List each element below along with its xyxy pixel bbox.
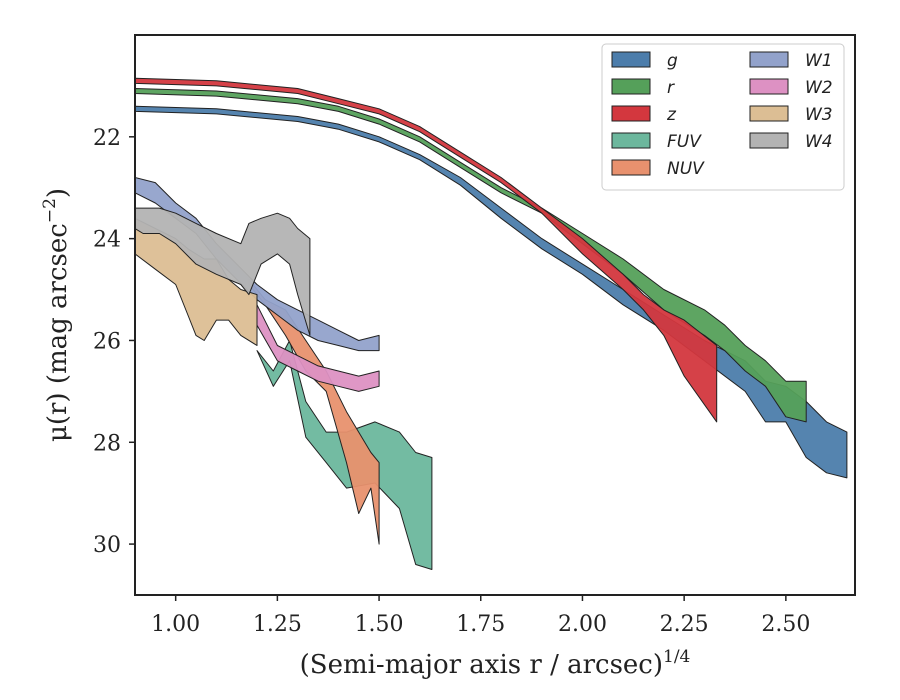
bands-layer [135, 77, 848, 570]
legend-label-w2: W2 [805, 78, 833, 98]
x-tick-label: 1.75 [456, 612, 505, 637]
legend-swatch-nuv [611, 159, 651, 176]
legend-swatch-z [611, 105, 651, 122]
y-axis-ticks: 22 24 26 28 30 [93, 126, 135, 558]
legend: grz FUV NUV W1 W2 W3 W4 [601, 43, 845, 191]
legend-swatch-fuv [611, 132, 651, 149]
legend-label-nuv: NUV [667, 159, 705, 179]
legend-label-fuv: FUV [667, 132, 702, 152]
band-nuv [248, 278, 380, 545]
x-axis-title: (Semi-major axis r / arcsec)1/4 [300, 647, 691, 680]
x-axis-ticks: 1.00 1.25 1.50 1.75 2.00 2.25 2.50 [151, 595, 810, 637]
legend-label-g: g [667, 51, 678, 71]
band-w4 [135, 207, 311, 336]
legend-swatch-w2 [749, 78, 789, 95]
legend-label-r: r [667, 78, 675, 98]
legend-label-w3: W3 [805, 105, 833, 125]
legend-swatch-w4 [749, 132, 789, 149]
band-g [135, 105, 848, 479]
x-tick-label: 1.50 [355, 612, 404, 637]
x-tick-label: 2.00 [558, 612, 607, 637]
y-tick-label: 24 [93, 228, 121, 253]
legend-label-z: z [666, 105, 677, 125]
legend-swatch-w1 [749, 51, 789, 68]
legend-swatch-g [611, 51, 651, 68]
plot-frame [134, 34, 856, 596]
y-tick-label: 26 [93, 329, 121, 354]
band-r [135, 88, 807, 423]
band-w2 [256, 304, 380, 392]
band-z [135, 77, 718, 423]
legend-swatch-r [611, 78, 651, 95]
y-tick-label: 22 [93, 126, 121, 151]
x-tick-label: 1.25 [253, 612, 302, 637]
legend-swatch-w3 [749, 105, 789, 122]
x-tick-label: 1.00 [151, 612, 200, 637]
legend-label-w1: W1 [805, 51, 833, 71]
y-tick-label: 28 [93, 431, 121, 456]
x-tick-label: 2.50 [761, 612, 810, 637]
y-tick-label: 30 [93, 533, 121, 558]
legend-label-w4: W4 [805, 132, 833, 152]
x-tick-label: 2.25 [660, 612, 709, 637]
y-axis-title: μ(r) (mag arcsec−2) [40, 188, 73, 442]
